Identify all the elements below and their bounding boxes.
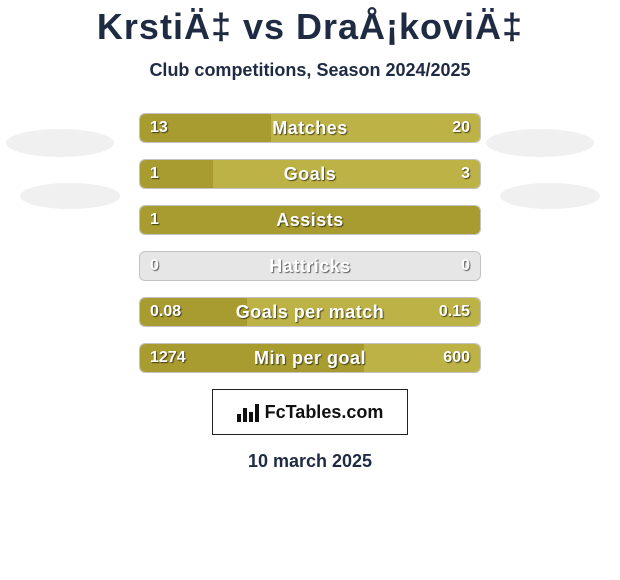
stat-row: 13Goals (139, 159, 481, 189)
stat-fill-right (247, 298, 480, 326)
decorative-ellipse (20, 183, 120, 209)
stat-row: 1Assists (139, 205, 481, 235)
decorative-ellipse (486, 129, 594, 157)
stat-fill-left (140, 344, 366, 372)
stat-fill-left (140, 114, 273, 142)
page-title: KrstiÄ‡ vs DraÅ¡koviÄ‡ (0, 6, 620, 48)
stat-fill-left (140, 206, 481, 234)
stat-fill-right (364, 344, 480, 372)
stat-fill-right (213, 160, 480, 188)
brand-text: FcTables.com (265, 402, 384, 423)
subtitle: Club competitions, Season 2024/2025 (0, 60, 620, 81)
stat-value-left: 0 (150, 252, 159, 280)
stat-fill-left (140, 160, 215, 188)
decorative-ellipse (6, 129, 114, 157)
brand-logo: FcTables.com (212, 389, 408, 435)
stat-row: 0 0Hattricks (139, 251, 481, 281)
stat-value-right: 0 (461, 252, 470, 280)
stat-fill-right (271, 114, 480, 142)
bar-chart-icon (237, 402, 259, 422)
stat-label: Hattricks (140, 252, 480, 280)
decorative-ellipse (500, 183, 600, 209)
stat-row: 0.080.15Goals per match (139, 297, 481, 327)
stat-row: 1320Matches (139, 113, 481, 143)
date-label: 10 march 2025 (0, 451, 620, 472)
stat-row: 1274600Min per goal (139, 343, 481, 373)
stat-fill-left (140, 298, 249, 326)
